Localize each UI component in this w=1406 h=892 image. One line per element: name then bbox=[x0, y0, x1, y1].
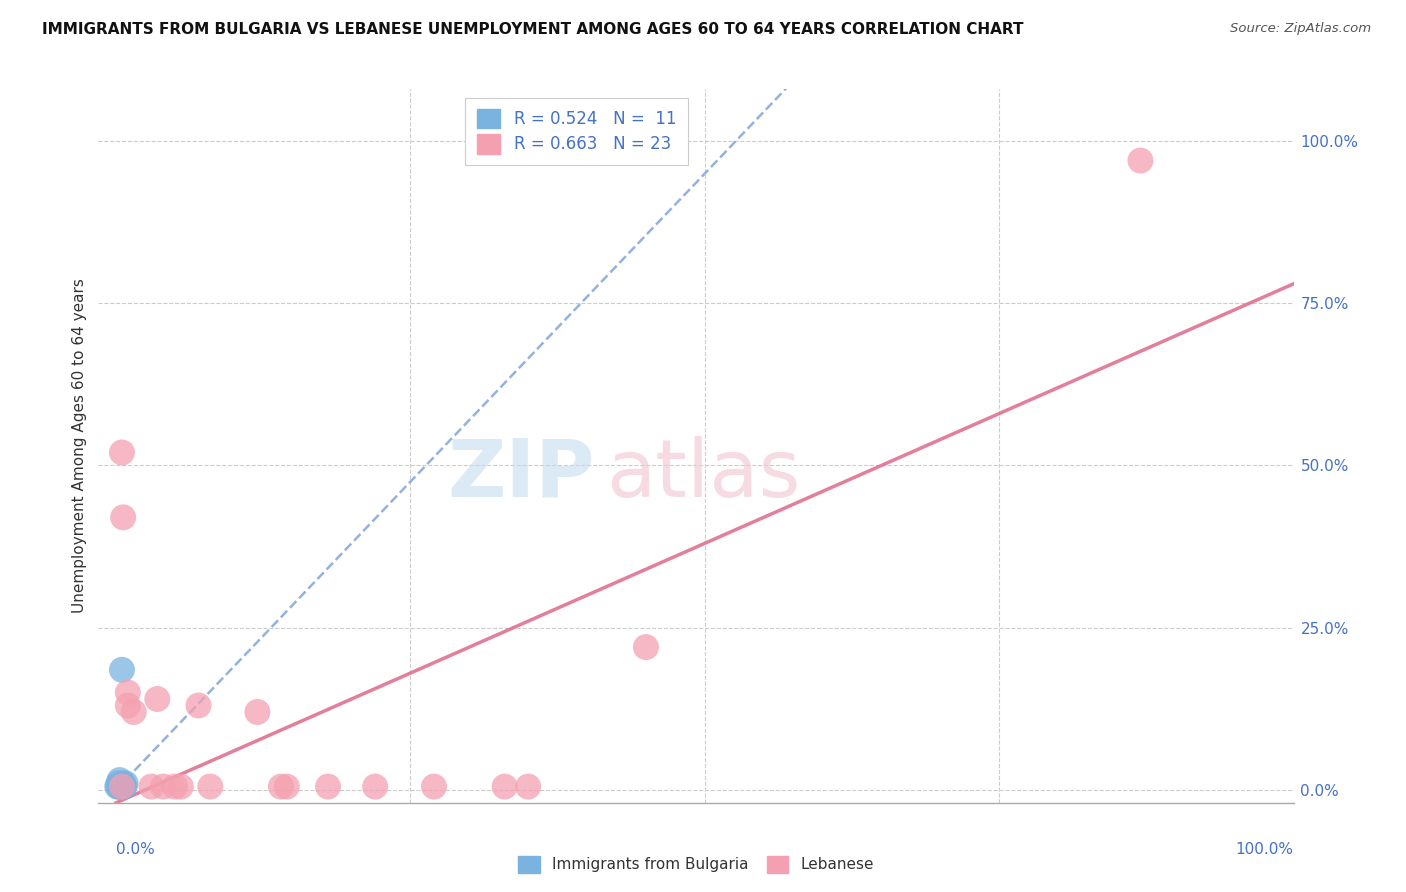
Point bbox=[316, 780, 339, 794]
Point bbox=[117, 698, 139, 713]
Point bbox=[111, 780, 134, 794]
Text: 100.0%: 100.0% bbox=[1236, 842, 1294, 857]
Point bbox=[270, 780, 292, 794]
Point bbox=[107, 776, 129, 790]
Point bbox=[117, 685, 139, 699]
Point bbox=[110, 780, 132, 794]
Point bbox=[200, 780, 222, 794]
Point bbox=[423, 780, 446, 794]
Point bbox=[108, 780, 131, 794]
Point bbox=[107, 780, 129, 794]
Text: IMMIGRANTS FROM BULGARIA VS LEBANESE UNEMPLOYMENT AMONG AGES 60 TO 64 YEARS CORR: IMMIGRANTS FROM BULGARIA VS LEBANESE UNE… bbox=[42, 22, 1024, 37]
Point bbox=[494, 780, 516, 794]
Y-axis label: Unemployment Among Ages 60 to 64 years: Unemployment Among Ages 60 to 64 years bbox=[72, 278, 87, 614]
Point bbox=[152, 780, 174, 794]
Point bbox=[170, 780, 193, 794]
Point bbox=[141, 780, 163, 794]
Point bbox=[111, 663, 134, 677]
Point bbox=[112, 510, 135, 524]
Point bbox=[112, 776, 135, 790]
Point bbox=[246, 705, 269, 719]
Text: 0.0%: 0.0% bbox=[117, 842, 155, 857]
Point bbox=[146, 692, 169, 706]
Point bbox=[105, 780, 128, 794]
Text: ZIP: ZIP bbox=[447, 435, 595, 514]
Point bbox=[111, 780, 134, 794]
Point bbox=[276, 780, 298, 794]
Point bbox=[163, 780, 186, 794]
Point bbox=[634, 640, 657, 654]
Point bbox=[1129, 153, 1152, 168]
Point bbox=[122, 705, 145, 719]
Legend: Immigrants from Bulgaria, Lebanese: Immigrants from Bulgaria, Lebanese bbox=[510, 848, 882, 880]
Point bbox=[517, 780, 540, 794]
Text: Source: ZipAtlas.com: Source: ZipAtlas.com bbox=[1230, 22, 1371, 36]
Text: atlas: atlas bbox=[606, 435, 800, 514]
Point bbox=[187, 698, 209, 713]
Point bbox=[111, 445, 134, 459]
Point bbox=[114, 776, 136, 790]
Point bbox=[108, 773, 131, 788]
Point bbox=[112, 780, 135, 794]
Point bbox=[364, 780, 387, 794]
